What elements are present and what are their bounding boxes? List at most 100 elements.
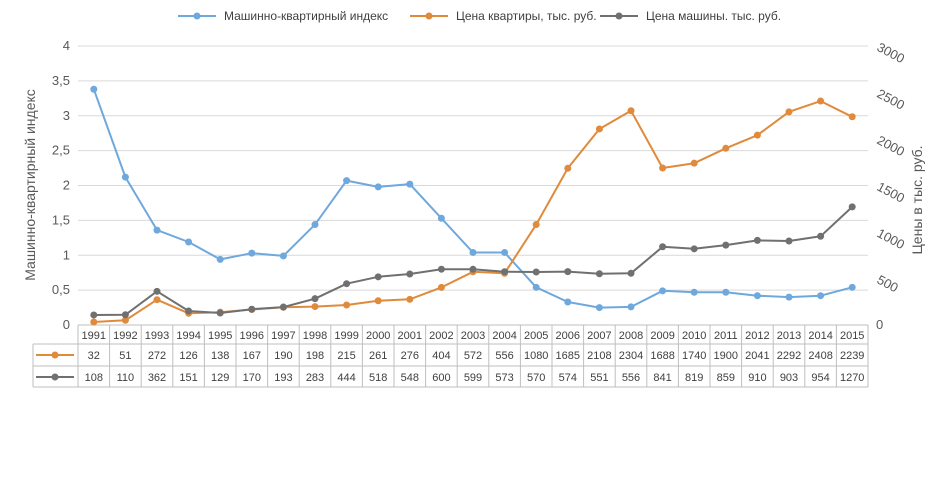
x-tick-label: 2002 bbox=[429, 330, 453, 342]
table-cell: 1740 bbox=[682, 350, 706, 362]
left-tick-label: 2,5 bbox=[52, 143, 70, 158]
x-tick-label: 2008 bbox=[619, 330, 643, 342]
table-cell: 190 bbox=[274, 350, 292, 362]
table-cell: 954 bbox=[811, 372, 829, 384]
data-point bbox=[153, 296, 161, 304]
data-point bbox=[690, 245, 698, 253]
right-tick-label: 3000 bbox=[875, 39, 908, 66]
data-point bbox=[437, 265, 445, 273]
data-point bbox=[343, 177, 351, 185]
data-point bbox=[848, 283, 856, 291]
data-point bbox=[848, 203, 856, 211]
table-cell: 903 bbox=[780, 372, 798, 384]
table-cell: 1080 bbox=[524, 350, 548, 362]
data-point bbox=[848, 113, 856, 121]
legend-label: Цена квартиры, тыс. руб. bbox=[456, 9, 597, 23]
left-tick-label: 1 bbox=[63, 247, 70, 262]
x-tick-label: 1998 bbox=[303, 330, 327, 342]
x-tick-label: 2015 bbox=[840, 330, 864, 342]
table-cell: 108 bbox=[85, 372, 103, 384]
left-tick-label: 4 bbox=[63, 38, 70, 53]
table-cell: 910 bbox=[748, 372, 766, 384]
table-cell: 819 bbox=[685, 372, 703, 384]
table-cell: 261 bbox=[369, 350, 387, 362]
right-tick-label: 2500 bbox=[875, 86, 908, 113]
left-axis-title: Машинно-квартирный индекс bbox=[22, 89, 38, 281]
data-point bbox=[501, 268, 509, 276]
data-point bbox=[374, 273, 382, 281]
data-point bbox=[437, 214, 445, 222]
data-point bbox=[279, 252, 287, 260]
data-point bbox=[595, 304, 603, 312]
data-point bbox=[532, 268, 540, 276]
x-tick-label: 2000 bbox=[366, 330, 390, 342]
data-point bbox=[279, 303, 287, 311]
left-tick-label: 0 bbox=[63, 317, 70, 332]
left-tick-label: 2 bbox=[63, 178, 70, 193]
table-cell: 1270 bbox=[840, 372, 864, 384]
x-tick-label: 2003 bbox=[461, 330, 485, 342]
table-cell: 1685 bbox=[556, 350, 580, 362]
x-tick-label: 2005 bbox=[524, 330, 548, 342]
data-point bbox=[311, 295, 319, 303]
table-cell: 2041 bbox=[745, 350, 769, 362]
table-cell: 404 bbox=[432, 350, 450, 362]
table-cell: 2239 bbox=[840, 350, 864, 362]
x-tick-label: 2011 bbox=[714, 330, 738, 342]
data-point bbox=[185, 307, 193, 315]
data-point bbox=[469, 265, 477, 273]
table-cell: 556 bbox=[622, 372, 640, 384]
x-tick-label: 2007 bbox=[587, 330, 611, 342]
legend-marker bbox=[425, 12, 433, 20]
right-tick-label: 0 bbox=[876, 317, 883, 332]
x-tick-label: 2012 bbox=[745, 330, 769, 342]
table-cell: 126 bbox=[179, 350, 197, 362]
data-point bbox=[690, 288, 698, 296]
data-point bbox=[153, 226, 161, 234]
data-point bbox=[785, 237, 793, 245]
data-point bbox=[311, 303, 319, 311]
left-tick-label: 0,5 bbox=[52, 282, 70, 297]
x-tick-label: 2004 bbox=[492, 330, 516, 342]
table-cell: 362 bbox=[148, 372, 166, 384]
data-point bbox=[185, 238, 193, 246]
table-cell: 599 bbox=[464, 372, 482, 384]
table-cell: 2408 bbox=[808, 350, 832, 362]
left-tick-label: 3 bbox=[63, 108, 70, 123]
data-point bbox=[564, 268, 572, 276]
table-cell: 129 bbox=[211, 372, 229, 384]
data-point bbox=[564, 298, 572, 306]
legend-label: Цена машины. тыс. руб. bbox=[646, 9, 781, 23]
data-point bbox=[311, 221, 319, 229]
data-point bbox=[532, 283, 540, 291]
table-cell: 551 bbox=[590, 372, 608, 384]
data-point bbox=[469, 248, 477, 256]
x-tick-label: 2009 bbox=[650, 330, 674, 342]
data-point bbox=[121, 311, 129, 319]
series-line bbox=[93, 100, 853, 323]
table-cell: 841 bbox=[653, 372, 671, 384]
data-point bbox=[121, 173, 129, 181]
data-point bbox=[659, 243, 667, 251]
data-point bbox=[753, 131, 761, 139]
x-tick-label: 2013 bbox=[777, 330, 801, 342]
data-point bbox=[753, 236, 761, 244]
data-point bbox=[90, 311, 98, 319]
table-cell: 2304 bbox=[619, 350, 643, 362]
right-tick-label: 500 bbox=[875, 272, 901, 295]
x-tick-label: 1991 bbox=[82, 330, 106, 342]
x-tick-label: 1992 bbox=[113, 330, 137, 342]
data-point bbox=[153, 287, 161, 295]
data-point bbox=[659, 287, 667, 295]
table-cell: 283 bbox=[306, 372, 324, 384]
data-point bbox=[90, 85, 98, 93]
x-tick-label: 2010 bbox=[682, 330, 706, 342]
table-cell: 151 bbox=[179, 372, 197, 384]
legend-marker bbox=[615, 12, 623, 20]
table-cell: 193 bbox=[274, 372, 292, 384]
data-point bbox=[406, 180, 414, 188]
right-tick-label: 1000 bbox=[875, 225, 908, 252]
table-cell: 2292 bbox=[777, 350, 801, 362]
data-point bbox=[722, 144, 730, 152]
legend-marker bbox=[193, 12, 201, 20]
